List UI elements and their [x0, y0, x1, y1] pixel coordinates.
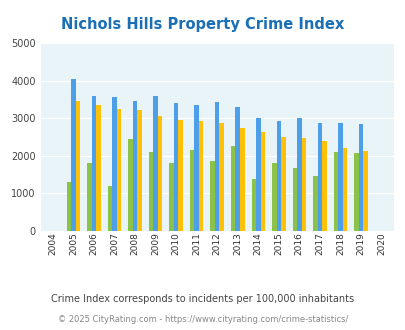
Bar	[128, 139, 132, 231]
Bar	[358, 124, 362, 231]
Bar	[271, 163, 276, 231]
Bar	[178, 120, 183, 231]
Bar	[230, 147, 235, 231]
Bar	[219, 123, 224, 231]
Bar	[137, 110, 141, 231]
Text: Crime Index corresponds to incidents per 100,000 inhabitants: Crime Index corresponds to incidents per…	[51, 294, 354, 304]
Bar	[353, 153, 358, 231]
Bar	[112, 97, 117, 231]
Bar	[107, 186, 112, 231]
Bar	[251, 179, 256, 231]
Bar	[292, 168, 296, 231]
Bar	[194, 105, 198, 231]
Bar	[190, 150, 194, 231]
Bar	[321, 142, 326, 231]
Bar	[333, 152, 337, 231]
Bar	[362, 151, 367, 231]
Bar	[71, 79, 75, 231]
Bar	[239, 128, 244, 231]
Bar	[66, 182, 71, 231]
Bar	[158, 116, 162, 231]
Text: © 2025 CityRating.com - https://www.cityrating.com/crime-statistics/: © 2025 CityRating.com - https://www.city…	[58, 315, 347, 324]
Bar	[117, 109, 121, 231]
Bar	[256, 118, 260, 231]
Bar	[210, 161, 214, 231]
Bar	[153, 96, 158, 231]
Bar	[96, 105, 100, 231]
Bar	[337, 123, 342, 231]
Bar	[342, 148, 346, 231]
Bar	[92, 96, 96, 231]
Bar	[296, 118, 301, 231]
Bar	[235, 107, 239, 231]
Text: Nichols Hills Property Crime Index: Nichols Hills Property Crime Index	[61, 17, 344, 32]
Bar	[75, 101, 80, 231]
Bar	[169, 163, 173, 231]
Bar	[132, 101, 137, 231]
Bar	[280, 137, 285, 231]
Bar	[214, 102, 219, 231]
Bar	[149, 152, 153, 231]
Bar	[312, 177, 317, 231]
Bar	[198, 121, 203, 231]
Bar	[317, 123, 321, 231]
Bar	[276, 121, 280, 231]
Bar	[173, 103, 178, 231]
Bar	[87, 163, 92, 231]
Bar	[301, 139, 305, 231]
Bar	[260, 132, 264, 231]
